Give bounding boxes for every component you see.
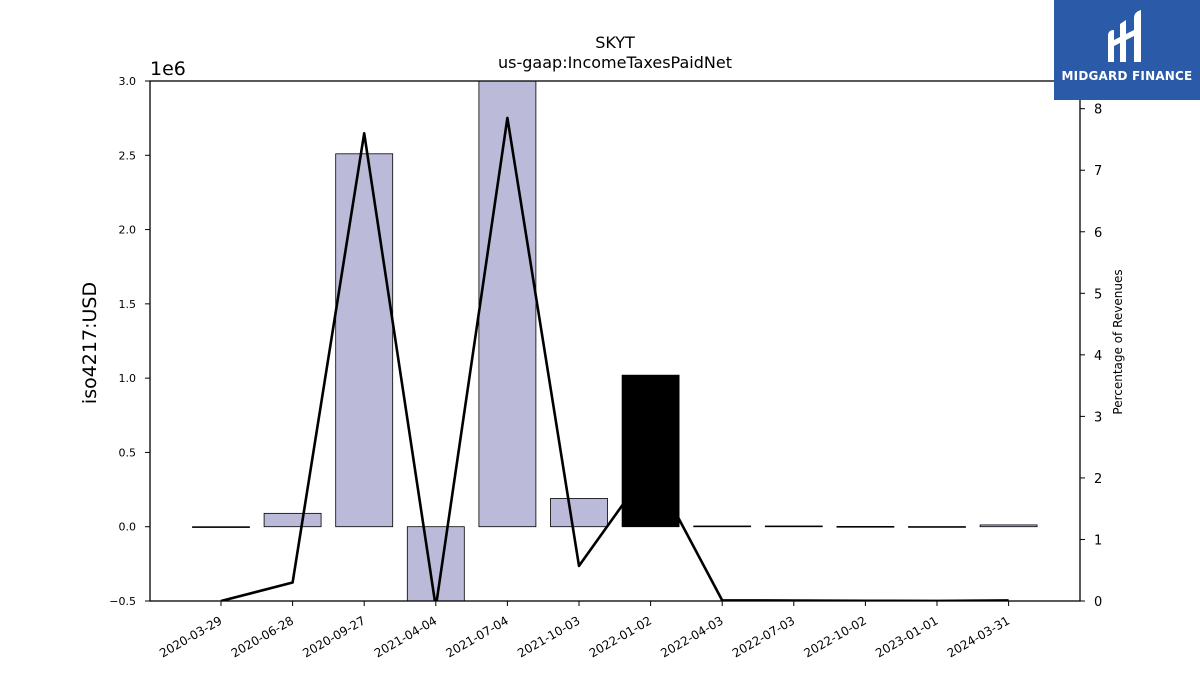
x-tick-label: 2021-04-04 bbox=[372, 613, 439, 660]
chart-subtitle: us-gaap:IncomeTaxesPaidNet bbox=[498, 53, 732, 72]
y2-tick-label: 6 bbox=[1094, 226, 1102, 241]
bar-2021-04-04 bbox=[406, 526, 465, 602]
y2-tick-label: 7 bbox=[1094, 164, 1102, 179]
y-tick-label: 1.0 bbox=[119, 372, 137, 385]
bar-2024-03-31 bbox=[979, 524, 1038, 528]
plot-frame bbox=[149, 80, 1081, 602]
y2-tick-label: 4 bbox=[1094, 349, 1102, 364]
x-tick-label: 2020-09-27 bbox=[300, 613, 367, 660]
chart-title: SKYT bbox=[595, 33, 635, 52]
x-tick-label: 2024-03-31 bbox=[945, 613, 1012, 660]
brand-logo: MIDGARD FINANCE bbox=[1054, 0, 1200, 100]
y2-tick-label: 8 bbox=[1094, 103, 1102, 118]
y2-axis-label: Percentage of Revenues bbox=[1111, 269, 1125, 414]
x-tick-label: 2022-10-02 bbox=[801, 613, 868, 660]
y-tick-label: 2.0 bbox=[119, 224, 137, 237]
bar-2022-10-02 bbox=[836, 526, 895, 528]
bar-2021-07-04 bbox=[478, 80, 537, 528]
x-tick-label: 2021-10-03 bbox=[515, 613, 582, 660]
y2-tick-label: 1 bbox=[1094, 533, 1102, 548]
y-tick-label: 3.0 bbox=[119, 75, 137, 88]
logo-text: MIDGARD FINANCE bbox=[1061, 69, 1193, 83]
y2-tick-label: 5 bbox=[1094, 287, 1102, 302]
bar-2022-04-03 bbox=[693, 525, 752, 528]
y-tick-label: 0.5 bbox=[119, 446, 137, 459]
y-tick-label: 1.5 bbox=[119, 298, 137, 311]
y-tick-label: −0.5 bbox=[109, 595, 136, 608]
bar-2021-10-03 bbox=[550, 498, 608, 528]
x-tick-label: 2023-01-01 bbox=[873, 613, 940, 660]
bar-2020-03-29 bbox=[192, 526, 250, 528]
x-tick-label: 2022-04-03 bbox=[658, 613, 725, 660]
axes-layer: −0.5 0.0 0.5 1.0 1.5 2.0 2.5 3.0 0 1 2 3 4 5 6 7 8 2020-0… bbox=[109, 75, 1102, 660]
bar-2020-09-27 bbox=[335, 153, 394, 528]
bar-2022-07-03 bbox=[764, 525, 823, 528]
y2-tick-label: 3 bbox=[1094, 410, 1102, 425]
x-tick-label: 2022-07-03 bbox=[730, 613, 797, 660]
bars-layer bbox=[192, 80, 1038, 602]
logo-mark-icon bbox=[1108, 10, 1141, 62]
x-tick-label: 2022-01-02 bbox=[587, 613, 654, 660]
bar-2020-06-28 bbox=[263, 512, 322, 528]
y-tick-label: 0.0 bbox=[119, 521, 137, 534]
y-tick-label: 2.5 bbox=[119, 149, 137, 162]
y2-tick-label: 0 bbox=[1094, 595, 1102, 610]
y-offset-label: 1e6 bbox=[150, 58, 186, 80]
y-axis-label: iso4217:USD bbox=[79, 282, 101, 404]
x-tick-label: 2021-07-04 bbox=[443, 613, 510, 660]
x-tick-label: 2020-06-28 bbox=[229, 613, 296, 660]
y2-tick-label: 2 bbox=[1094, 472, 1102, 487]
bar-2023-01-01 bbox=[908, 526, 966, 528]
x-tick-label: 2020-03-29 bbox=[157, 613, 224, 660]
